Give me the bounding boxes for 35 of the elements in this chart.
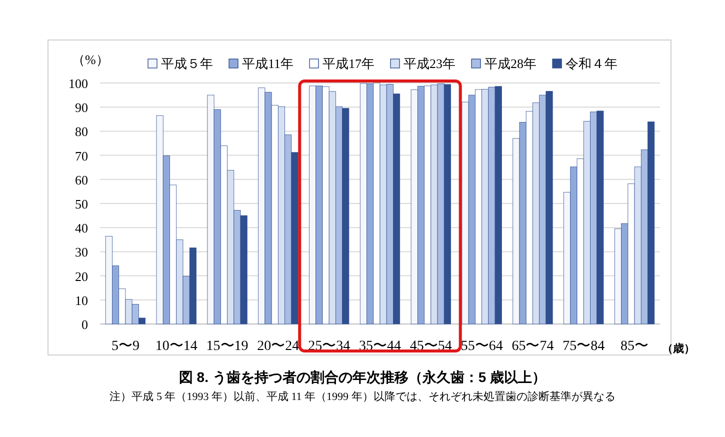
y-tick-label: 100 [68, 76, 88, 91]
legend-label: 平成５年 [161, 56, 213, 71]
y-tick-label: 30 [75, 244, 88, 260]
text: 注）平成 5 年（1993 年）以前、平成 11 年（1999 年）以降では、それぞれ未処置歯の診断基準が異なる [110, 390, 616, 403]
x-tick-label: 55〜64 [460, 339, 503, 354]
y-tick-label: 70 [75, 148, 88, 164]
legend-label: 平成11年 [242, 56, 294, 71]
y-tick-label: 10 [75, 292, 88, 308]
y-axis-title: （%） [72, 52, 109, 67]
legend-label: 令和４年 [566, 56, 618, 71]
x-tick-label: 85〜 [620, 339, 649, 354]
y-tick-label: 40 [75, 220, 88, 236]
x-tick-label: 20〜24 [257, 339, 300, 354]
legend-item: 平成11年 [228, 56, 294, 71]
legend-item: 令和４年 [552, 56, 618, 71]
text: 図 8. う歯を持つ者の割合の年次推移（永久歯：5 歳以上） [178, 369, 546, 386]
y-tick-label: 50 [75, 196, 88, 212]
x-tick-label: 5〜9 [111, 339, 140, 354]
y-tick-label: 80 [75, 124, 88, 140]
y-tick-label: 60 [75, 172, 88, 188]
x-axis-title: （歳） [662, 342, 695, 355]
x-tick-label: 15〜19 [206, 339, 248, 354]
legend-label: 平成28年 [484, 56, 537, 71]
legend-item: 平成23年 [390, 56, 456, 71]
legend-label: 平成17年 [322, 56, 375, 71]
legend-item: 平成17年 [309, 56, 375, 71]
y-tick-label: 20 [75, 268, 88, 284]
x-tick-label: 65〜74 [512, 339, 554, 354]
y-tick-label: 0 [82, 317, 88, 332]
legend-label: 平成23年 [404, 56, 456, 71]
x-tick-label: 10〜14 [155, 339, 198, 354]
legend-item: 平成５年 [148, 56, 213, 71]
x-tick-label: 75〜84 [562, 339, 605, 354]
y-tick-label: 90 [75, 100, 88, 116]
legend-item: 平成28年 [471, 56, 537, 71]
